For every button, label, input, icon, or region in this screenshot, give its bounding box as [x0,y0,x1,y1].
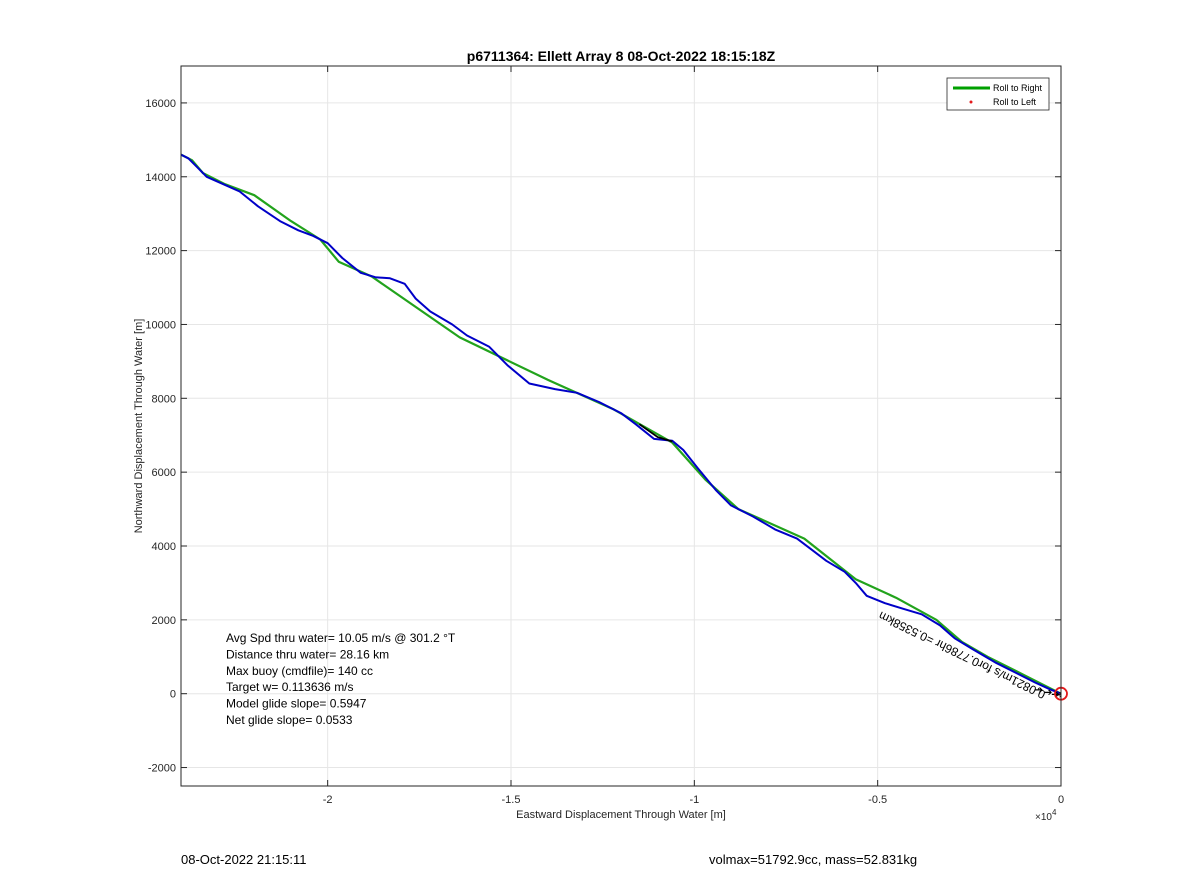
x-tick-label: -1.5 [502,794,521,806]
stats-line: Net glide slope= 0.0533 [226,713,353,727]
stats-line: Avg Spd thru water= 10.05 m/s @ 301.2 °T [226,631,456,645]
y-tick-label: 0 [170,689,176,701]
rotated-annotation: 0.0821m/s for0.7786hr =0.5358km [876,609,1047,702]
x-tick-label: -2 [323,794,333,806]
chart-title: p6711364: Ellett Array 8 08-Oct-2022 18:… [467,48,776,64]
x-tick-label: -0.5 [868,794,887,806]
footer-timestamp: 08-Oct-2022 21:15:11 [181,852,307,867]
stats-line: Max buoy (cmdfile)= 140 cc [226,664,373,678]
stats-annotation: Avg Spd thru water= 10.05 m/s @ 301.2 °T… [226,631,456,727]
y-tick-label: 12000 [145,246,176,258]
series-line [181,153,1061,695]
x-axis-label: Eastward Displacement Through Water [m] [516,809,726,821]
y-tick-label: -2000 [148,763,176,775]
y-tick-label: 4000 [152,541,176,553]
y-tick-label: 6000 [152,467,176,479]
x-tick-label: 0 [1058,794,1064,806]
x-axis-exponent-power: 4 [1052,808,1057,817]
black-track-segment [638,423,673,443]
stats-line: Model glide slope= 0.5947 [226,697,367,711]
arrow-marker: ➔ [1055,690,1063,701]
y-tick-label: 8000 [152,393,176,405]
plot-frame [180,65,1062,787]
grid [181,66,1062,786]
legend-label: Roll to Left [993,97,1037,107]
y-axis-label: Northward Displacement Through Water [m] [133,319,145,534]
stats-line: Distance thru water= 28.16 km [226,647,389,661]
y-tick-label: 2000 [152,615,176,627]
legend-label: Roll to Right [993,83,1043,93]
x-tick-label: -1 [689,794,699,806]
x-axis-exponent-base: ×10 [1035,812,1052,823]
footer-vehicle-params: volmax=51792.9cc, mass=52.831kg [709,852,918,867]
stats-line: Target w= 0.113636 m/s [226,680,354,694]
y-tick-label: 14000 [145,172,176,184]
legend-dot-swatch [969,100,973,104]
axis-ticks: -2 -1.5 -1 -0.5 0 -2000 0 2000 4000 6000 8000 10000… [145,66,1064,806]
legend-box [946,77,1050,111]
arrow-marker: ➔ [1044,687,1052,698]
series-group: ➔➔➔ ➔ [181,153,1063,701]
arrow-marker: ➔ [1035,685,1043,696]
y-tick-label: 16000 [145,98,176,110]
y-tick-label: 10000 [145,319,176,331]
data-series: ➔➔➔ ➔ [181,153,1068,701]
legend: Roll to Right Roll to Left [946,77,1050,111]
x-axis-exponent: ×104 [1035,808,1057,823]
